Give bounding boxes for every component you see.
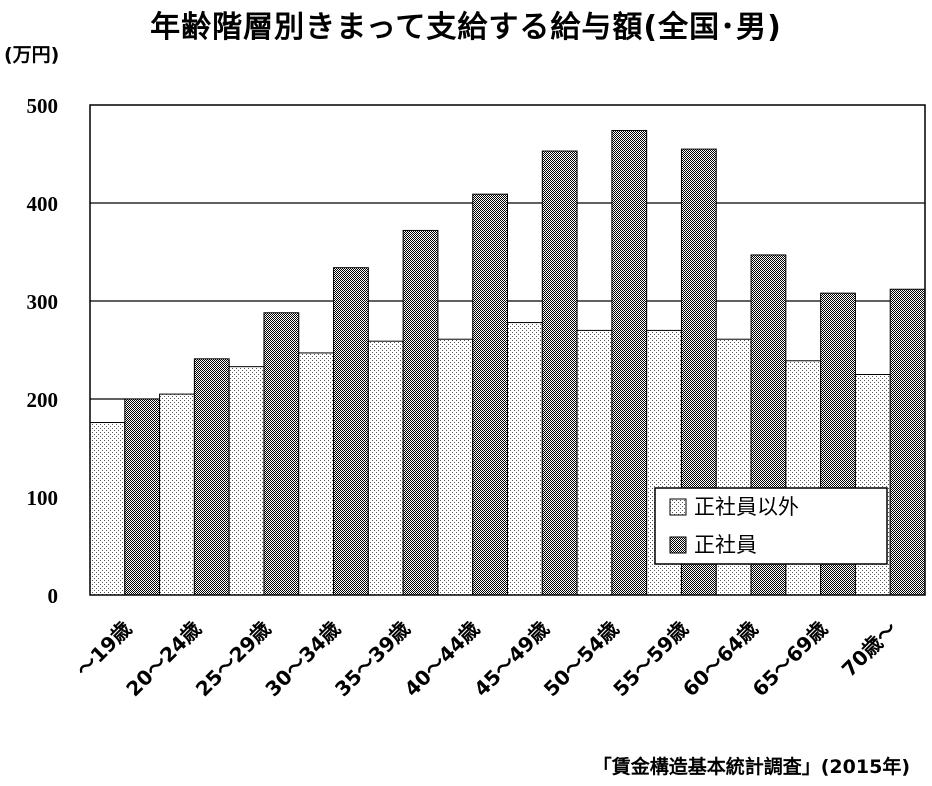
x-tick-label: 25～29歳 <box>191 617 276 702</box>
y-tick-label: 300 <box>27 290 59 314</box>
legend-swatch-regular <box>669 536 687 554</box>
y-axis-unit: (万円) <box>4 44 60 66</box>
x-tick-label: 60～64歳 <box>678 617 763 702</box>
x-tick-label: ～19歳 <box>71 617 136 682</box>
bar-regular <box>193 358 230 596</box>
bar-non-regular <box>159 393 195 596</box>
y-tick-label: 200 <box>27 388 59 412</box>
x-tick-label: 50～54歳 <box>539 617 624 702</box>
bar-non-regular <box>507 322 543 596</box>
bar-regular <box>333 267 369 596</box>
y-tick-label: 500 <box>27 94 59 118</box>
plot-frame <box>89 104 926 596</box>
x-axis: ～19歳20～24歳25～29歳30～34歳35～39歳40～44歳45～49歳… <box>71 617 901 702</box>
bar-regular <box>611 129 648 596</box>
y-axis: 0 100 200 300 400 500 <box>27 94 59 608</box>
x-tick-label: 70歳～ <box>837 617 902 682</box>
legend-label-regular: 正社員 <box>694 533 757 557</box>
y-tick-label: 0 <box>48 584 59 608</box>
bar-regular <box>889 288 926 596</box>
legend: 正社員以外 正社員 <box>654 487 888 565</box>
x-tick-label: 55～59歳 <box>608 617 693 702</box>
chart-title: 年齢階層別きまって支給する給与額(全国･男) <box>150 10 782 45</box>
bar-regular <box>402 229 439 596</box>
x-tick-label: 30～34歳 <box>260 617 345 702</box>
x-tick-label: 35～39歳 <box>330 617 415 702</box>
bar-non-regular <box>437 338 474 596</box>
bar-regular <box>541 150 578 596</box>
source-note: 「賃金構造基本統計調査」(2015年) <box>592 756 910 778</box>
x-tick-label: 45～49歳 <box>469 617 554 702</box>
x-tick-label: 20～24歳 <box>121 617 206 702</box>
bar-regular <box>124 398 161 596</box>
legend-box <box>654 487 888 565</box>
x-tick-label: 40～44歳 <box>400 617 485 702</box>
bar-non-regular <box>576 329 613 596</box>
legend-label-non-regular: 正社員以外 <box>694 495 799 519</box>
bar-non-regular <box>367 340 404 596</box>
legend-swatch-non-regular <box>669 498 687 516</box>
x-tick-label: 65～69歳 <box>748 617 833 702</box>
bar-non-regular <box>228 366 265 596</box>
bar-non-regular <box>89 422 126 596</box>
bar-regular <box>472 193 509 596</box>
bar-regular <box>263 312 300 596</box>
y-tick-label: 400 <box>27 192 59 216</box>
y-tick-label: 100 <box>27 486 59 510</box>
bar-non-regular <box>298 352 335 596</box>
